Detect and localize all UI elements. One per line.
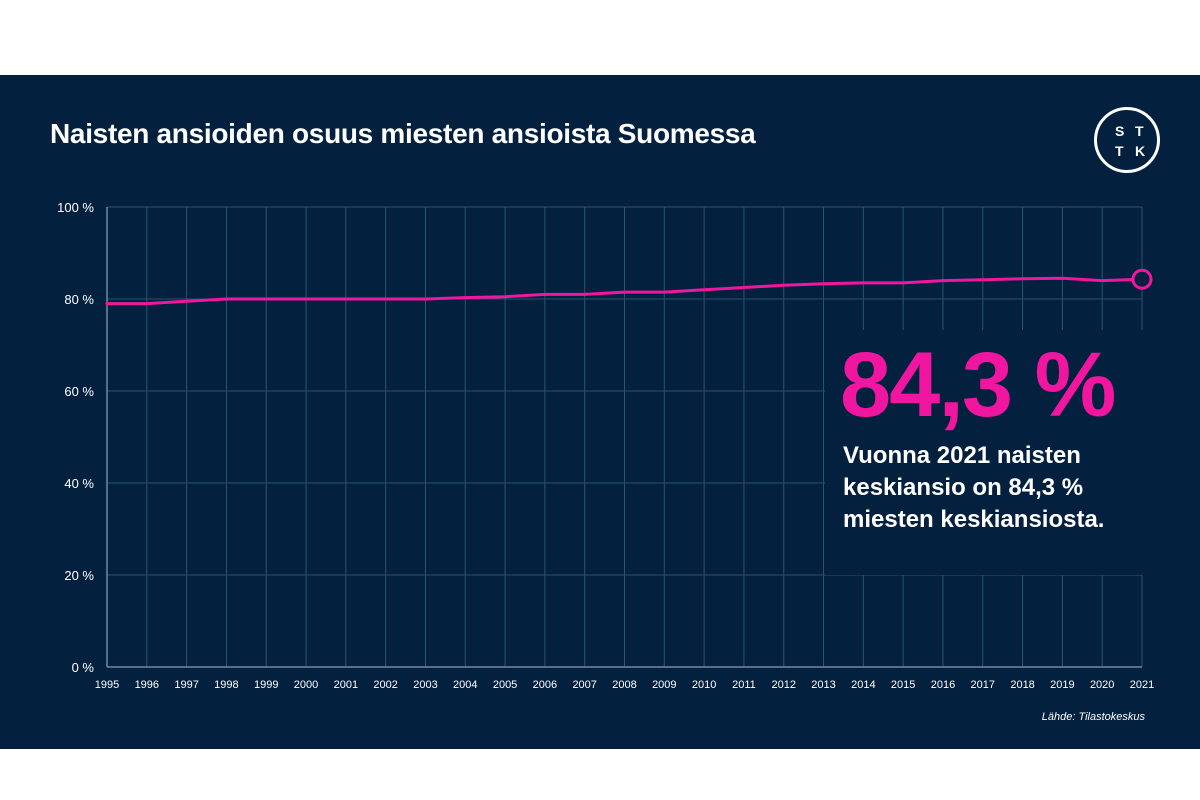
x-tick-label: 2000 bbox=[294, 679, 318, 691]
series-end-marker bbox=[1131, 268, 1153, 290]
y-tick-label: 60 % bbox=[64, 384, 94, 399]
y-tick-label: 40 % bbox=[64, 476, 94, 491]
x-tick-label: 2003 bbox=[413, 679, 437, 691]
x-tick-label: 1995 bbox=[95, 679, 119, 691]
x-tick-label: 2018 bbox=[1010, 679, 1034, 691]
y-tick-label: 0 % bbox=[72, 660, 95, 675]
x-tick-label: 2021 bbox=[1130, 679, 1154, 691]
y-tick-label: 20 % bbox=[64, 568, 94, 583]
x-tick-label: 2014 bbox=[851, 679, 875, 691]
x-tick-label: 2010 bbox=[692, 679, 716, 691]
series-layer bbox=[105, 268, 1153, 306]
source-note: Lähde: Tilastokeskus bbox=[1041, 711, 1145, 723]
logo-letter: S bbox=[1115, 123, 1125, 139]
x-tick-label: 2015 bbox=[891, 679, 915, 691]
x-tick-label: 2007 bbox=[572, 679, 596, 691]
x-tick-label: 1998 bbox=[214, 679, 238, 691]
callout-box bbox=[825, 330, 1145, 575]
logo-letter: K bbox=[1135, 143, 1146, 159]
x-tick-label: 2005 bbox=[493, 679, 517, 691]
series-line bbox=[105, 276, 1144, 306]
x-tick-label: 1997 bbox=[174, 679, 198, 691]
logo-letter: T bbox=[1115, 143, 1124, 159]
x-tick-label: 2001 bbox=[334, 679, 358, 691]
x-tick-label: 2016 bbox=[931, 679, 955, 691]
sttk-logo: S T T K bbox=[1094, 107, 1160, 173]
x-tick-label: 2019 bbox=[1050, 679, 1074, 691]
x-tick-label: 2011 bbox=[732, 679, 756, 691]
logo-letter: T bbox=[1135, 123, 1144, 139]
x-axis-ticks: 1995 1996 1997 1998 1999 2000 2001 2002 2003 2004… bbox=[95, 679, 1154, 691]
chart-title: Naisten ansioiden osuus miesten ansioist… bbox=[50, 118, 756, 149]
x-tick-label: 2006 bbox=[533, 679, 557, 691]
x-tick-label: 2009 bbox=[652, 679, 676, 691]
x-tick-label: 2008 bbox=[612, 679, 636, 691]
x-tick-label: 2017 bbox=[971, 679, 995, 691]
x-tick-label: 2012 bbox=[771, 679, 795, 691]
y-tick-label: 100 % bbox=[57, 200, 94, 215]
callout-value: 84,3 % bbox=[840, 334, 1116, 436]
x-tick-label: 2004 bbox=[453, 679, 477, 691]
y-tick-label: 80 % bbox=[64, 292, 94, 307]
callout-text: Vuonna 2021 naisten keskiansio on 84,3 %… bbox=[843, 442, 1105, 533]
x-tick-label: 2002 bbox=[373, 679, 397, 691]
y-axis-ticks: 0 % 20 % 40 % 60 % 80 % 100 % bbox=[57, 200, 94, 675]
x-tick-label: 1999 bbox=[254, 679, 278, 691]
x-tick-label: 2020 bbox=[1090, 679, 1114, 691]
x-tick-label: 2013 bbox=[811, 679, 835, 691]
x-tick-label: 1996 bbox=[135, 679, 159, 691]
